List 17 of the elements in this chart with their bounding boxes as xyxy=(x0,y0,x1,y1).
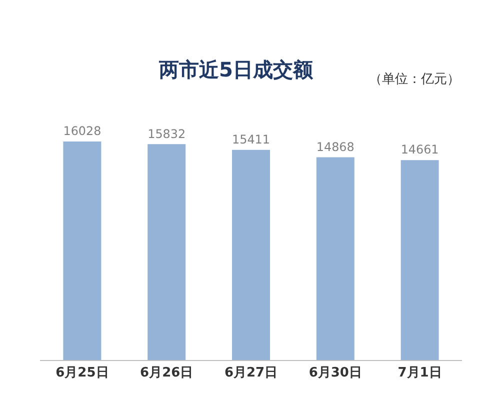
data-label: 15411 xyxy=(232,132,270,146)
data-label: 15832 xyxy=(148,126,186,141)
x-tick-label: 6月25日 xyxy=(56,366,109,381)
data-label: 14868 xyxy=(316,140,354,154)
data-label: 14661 xyxy=(400,142,439,157)
chart-title: 两市近5日成交额 xyxy=(158,57,314,82)
x-tick-label: 6月26日 xyxy=(140,366,194,381)
bar xyxy=(63,142,102,360)
x-tick-label: 7月1日 xyxy=(398,366,442,381)
bar xyxy=(232,150,270,360)
text: （单位：亿元） xyxy=(369,72,460,87)
bar xyxy=(148,144,186,360)
x-tick-label: 6月30日 xyxy=(308,366,362,381)
bar xyxy=(316,157,354,360)
data-label: 16028 xyxy=(63,124,102,138)
x-tick-label: 6月27日 xyxy=(224,366,278,381)
bar xyxy=(400,160,439,360)
